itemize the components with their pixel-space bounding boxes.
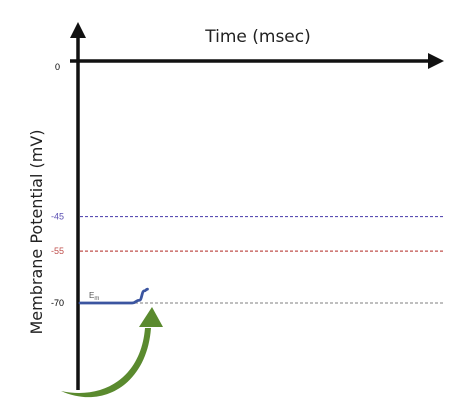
x-axis-arrowhead xyxy=(428,53,444,69)
stimulus-arrow xyxy=(61,328,151,398)
stimulus-arrowhead xyxy=(139,307,163,327)
y-axis-arrowhead xyxy=(70,22,86,38)
y-tick-labels: 0 -45 -55 -70 xyxy=(51,62,64,308)
reference-lines xyxy=(80,215,445,304)
em-label-main: E xyxy=(89,291,94,300)
chart-title: Time (msec) xyxy=(204,27,311,47)
series-line xyxy=(78,287,149,305)
em-label-subscript: m xyxy=(94,296,99,302)
y-tick-label: -70 xyxy=(51,298,64,308)
em-label: Em xyxy=(89,291,99,302)
y-tick-label: -45 xyxy=(51,212,64,222)
y-tick-label: 0 xyxy=(55,62,60,72)
y-tick-label: -55 xyxy=(51,246,64,256)
series-group xyxy=(78,287,149,305)
y-axis-label: Membrane Potential (mV) xyxy=(27,129,46,334)
